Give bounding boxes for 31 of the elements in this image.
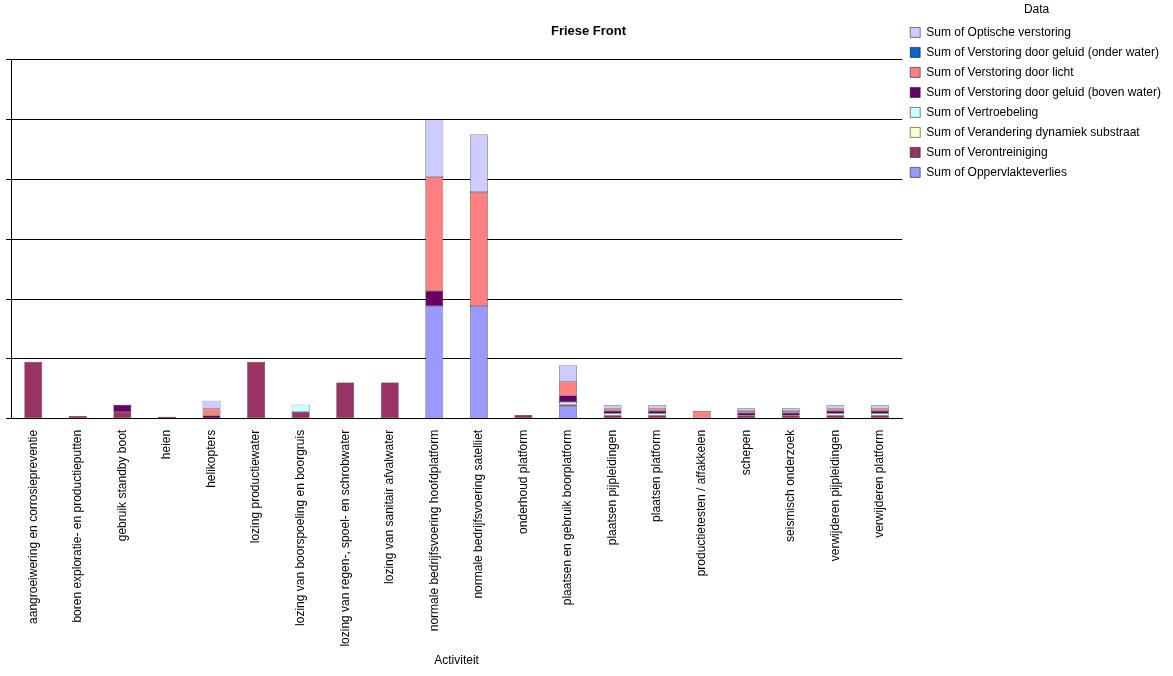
legend-label: Sum of Oppervlakteverlies: [926, 164, 1067, 179]
x-tick-label: schepen: [738, 429, 753, 476]
x-tick-label: plaatsen en gebruik boorplatform: [560, 429, 575, 606]
x-tick-label: lozing van boorspoeling en boorgruis: [292, 429, 307, 626]
x-tick-label: verwijderen pijpleidingen: [827, 429, 842, 562]
x-tick-label: boren exploratie- en productieputten: [70, 429, 85, 623]
legend-label: Sum of Vertroebeling: [926, 104, 1039, 119]
x-tick-label: normale bedrijfsvoering satelliet: [471, 429, 486, 599]
legend-label: Sum of Verandering dynamiek substraat: [926, 124, 1141, 139]
legend-label: Sum of Optische verstoring: [926, 24, 1071, 39]
chart-title: Friese Front: [550, 23, 627, 39]
x-tick-label: verwijderen platform: [872, 429, 887, 538]
x-tick-label: normale bedrijfsvoering hoofdplatform: [426, 429, 441, 632]
x-tick-label: productietesten / affakkelen: [694, 429, 708, 577]
x-tick-label: lozing productiewater: [248, 429, 263, 544]
x-tick-label: aangroeiwering en corrosiepreventie: [25, 429, 40, 624]
x-tick-label: plaatsen platform: [649, 429, 664, 522]
legend-label: Sum of Verstoring door geluid (boven water): [926, 84, 1162, 99]
x-tick-label: gebruik standby boot: [114, 429, 129, 542]
x-tick-label: lozing van sanitair afvalwater: [382, 429, 397, 584]
x-tick-label: helikopters: [203, 429, 218, 488]
x-tick-label: onderhoud platform: [515, 429, 530, 534]
legend-label: Sum of Verstoring door geluid (onder water): [926, 44, 1160, 59]
x-tick-label: heien: [159, 429, 174, 460]
legend-label: Sum of Verstoring door licht: [926, 64, 1075, 79]
x-tick-label: plaatsen pijpleidingen: [604, 429, 619, 546]
x-axis-title: Activiteit: [434, 653, 480, 668]
x-tick-label: seismisch onderzoek: [783, 428, 798, 542]
x-tick-label: lozing van regen-, spoel- en schrobwater: [337, 429, 352, 647]
legend-label: Sum of Verontreiniging: [926, 144, 1048, 159]
legend-title: Data: [1023, 2, 1050, 17]
